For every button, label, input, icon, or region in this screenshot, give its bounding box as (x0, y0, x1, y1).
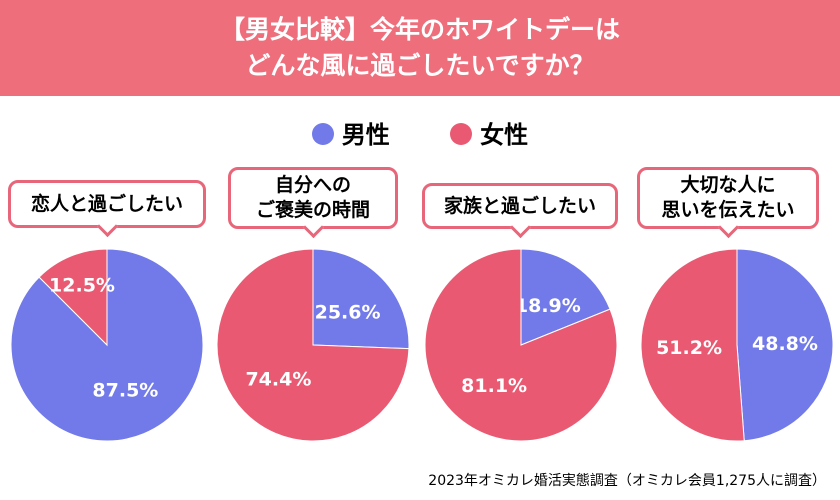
pie-2-label-male: 25.6% (315, 302, 381, 324)
pie-3-slice-male (520, 248, 611, 346)
pie-4-label-male: 48.8% (752, 333, 818, 355)
pie-1-title: 恋人と過ごしたい (8, 180, 206, 238)
pie-4-slice-female (640, 248, 745, 442)
pie-2-title-text-2: ご褒美の時間 (255, 199, 370, 221)
legend-male: 男性 (311, 115, 390, 150)
pie-3-slice-female (424, 248, 618, 442)
pie-1-label-female: 12.5% (49, 275, 115, 297)
title-line-1: 【男女比較】今年のホワイトデーは (219, 15, 620, 44)
pie-4-title-text-2: 思いを伝えたい (661, 199, 795, 221)
pie-2-slice-male (312, 248, 410, 350)
legend-female-label: 女性 (480, 121, 529, 149)
legend-female: 女性 (450, 115, 528, 150)
female-dot-icon (450, 123, 473, 145)
legend: 男性 女性 (0, 115, 840, 150)
pie-4-title-text-1: 大切な人に (680, 174, 776, 196)
pie-3-label-female: 81.1% (461, 375, 527, 397)
pie-1-slice-female (38, 248, 108, 347)
legend-male-label: 男性 (341, 121, 390, 149)
male-dot-icon (311, 123, 334, 145)
pie-2-title: 自分へのご褒美の時間 (228, 167, 398, 239)
pie-4-title: 大切な人に思いを伝えたい (637, 167, 819, 239)
pie-2-title-text-1: 自分への (274, 174, 351, 196)
title-banner: 【男女比較】今年のホワイトデーは どんな風に過ごしたいですか？ (0, 0, 840, 96)
pie-1-title-text: 恋人と過ごしたい (30, 192, 183, 215)
pie-1-label-male: 87.5% (92, 379, 158, 401)
pie-2-label-female: 74.4% (245, 368, 311, 390)
pie-3-label-male: 18.9% (515, 295, 581, 317)
pie-4-label-female: 51.2% (656, 337, 722, 359)
pie-3-title-text: 家族と過ごしたい (443, 194, 596, 217)
pie-4-slice-male (736, 248, 834, 442)
pie-3-title: 家族と過ごしたい (422, 183, 618, 239)
pie-2-slice-female (216, 248, 410, 442)
title-line-2: どんな風に過ごしたいですか？ (245, 51, 595, 80)
source-note: 2023年オミカレ婚活実態調査（オミカレ会員1,275人に調査） (428, 473, 826, 489)
